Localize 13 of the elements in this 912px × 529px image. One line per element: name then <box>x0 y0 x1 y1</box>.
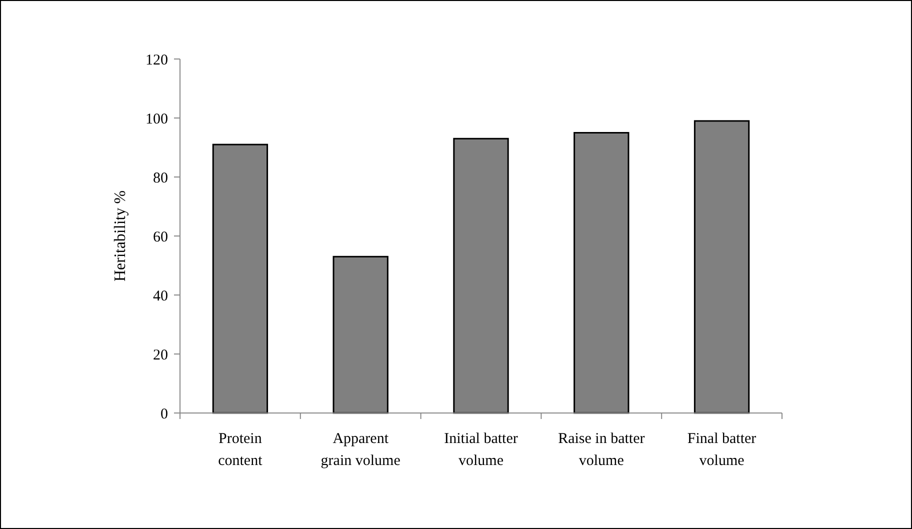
y-tick-label: 20 <box>153 347 168 364</box>
y-tick-label: 0 <box>160 406 168 422</box>
x-tick-label: Raise in batter volume <box>558 431 645 469</box>
x-tick-label: Final batter volume <box>687 431 756 469</box>
x-tick-label: Initial batter volume <box>444 431 518 469</box>
x-tick-label: Apparent grain volume <box>320 431 401 469</box>
y-tick-label: 80 <box>153 170 168 186</box>
y-tick-label: 40 <box>153 288 168 304</box>
y-tick-label: 100 <box>146 111 168 128</box>
x-tick-label: Protein content <box>218 431 264 469</box>
y-tick-label: 120 <box>146 52 168 68</box>
y-axis-title: Heritability % <box>112 190 129 282</box>
y-tick-label: 60 <box>153 229 168 246</box>
